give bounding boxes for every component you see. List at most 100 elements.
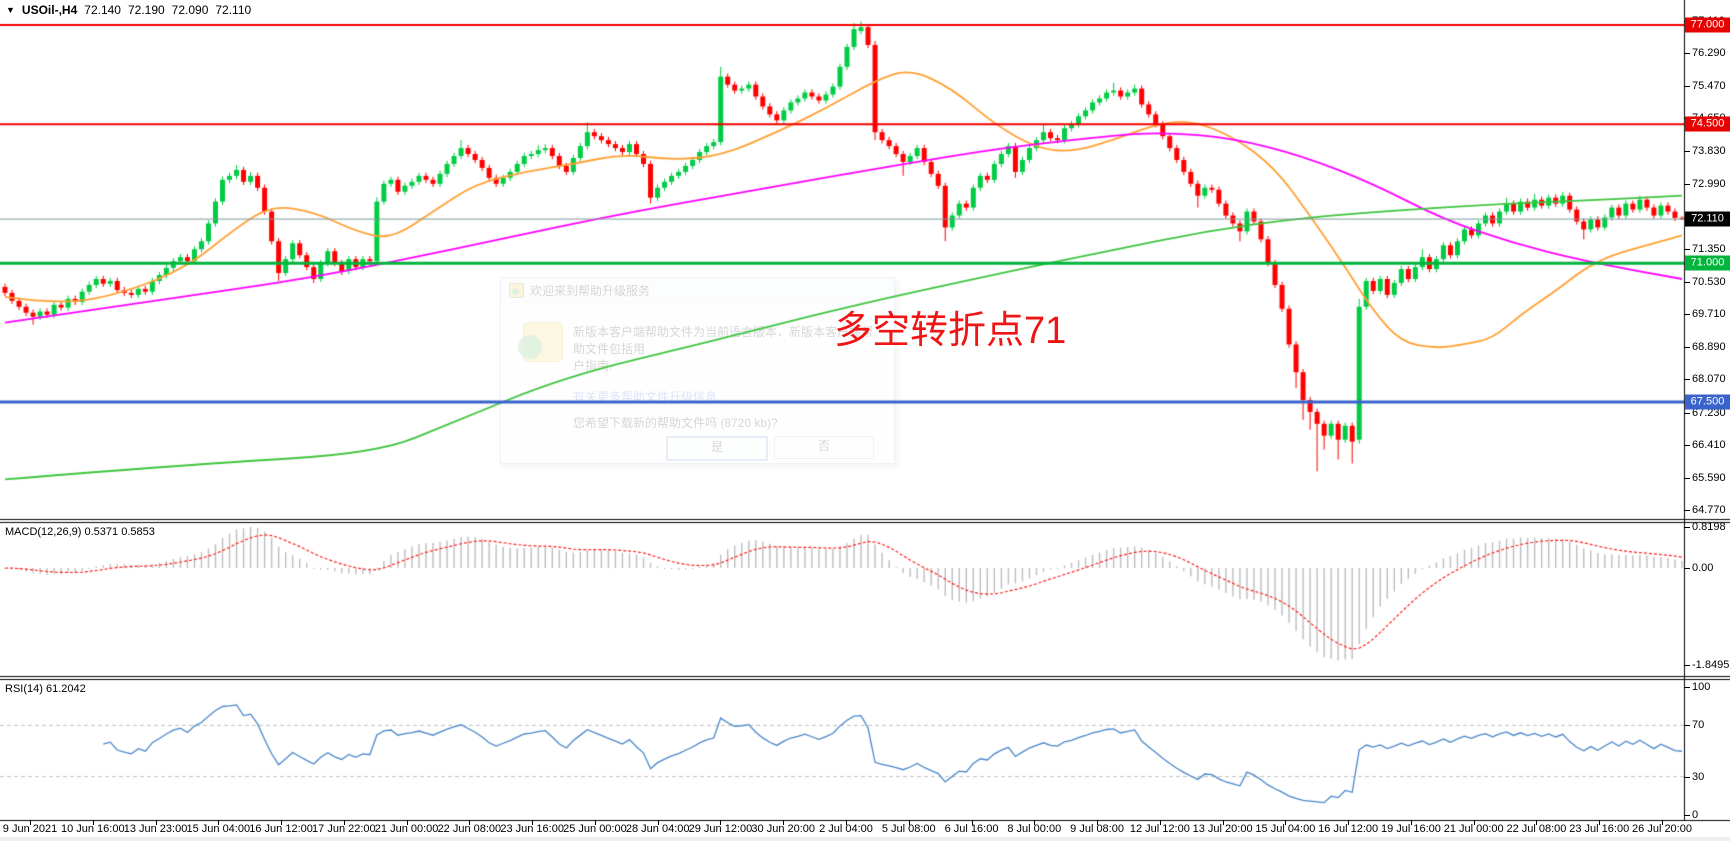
time-axis-label: 21 Jun 00:00: [374, 823, 439, 835]
time-axis-label: 17 Jun 22:00: [312, 823, 376, 835]
price-tick-label: 65.590: [1692, 471, 1726, 484]
time-axis-label: 8 Jul 00:00: [1007, 823, 1062, 835]
time-axis-label: 16 Jul 12:00: [1318, 823, 1379, 835]
chart-header: ▼ USOil-,H4 72.140 72.190 72.090 72.110: [6, 3, 251, 17]
time-axis-tick: [218, 820, 220, 825]
window-bottom-strip: [0, 837, 1730, 841]
time-axis-label: 15 Jul 04:00: [1255, 823, 1316, 835]
price-tick-mark: [1684, 412, 1690, 414]
time-axis-tick: [469, 820, 471, 825]
time-axis-label: 10 Jun 16:00: [60, 823, 125, 835]
macd-axis-label: 0.8198: [1692, 521, 1726, 533]
macd-indicator-label: MACD(12,26,9) 0.5371 0.5853: [5, 526, 155, 538]
price-tick-mark: [1684, 150, 1690, 152]
rsi-axis-label: 0: [1692, 809, 1699, 821]
time-axis-tick: [155, 820, 157, 825]
rsi-axis-label: 30: [1692, 770, 1705, 783]
macd-axis-tick: [1684, 665, 1690, 667]
time-axis-tick: [783, 820, 785, 825]
price-tick-mark: [1684, 510, 1690, 512]
time-axis-label: 22 Jun 08:00: [437, 823, 502, 835]
time-axis-label: 13 Jul 20:00: [1192, 823, 1253, 835]
price-tick-label: 68.070: [1692, 373, 1726, 386]
time-axis-tick: [343, 820, 345, 825]
rsi-indicator-label: RSI(14) 61.2042: [5, 683, 86, 695]
rsi-axis-tick: [1684, 815, 1690, 816]
time-axis-tick: [908, 820, 910, 825]
macd-axis-label: -1.8495: [1692, 659, 1730, 672]
price-line-badge: 71.000: [1685, 255, 1730, 271]
time-axis-tick: [406, 820, 408, 825]
time-axis-label: 29 Jun 12:00: [688, 823, 753, 835]
symbol-dropdown-icon: ▼: [6, 5, 15, 15]
price-tick-label: 73.830: [1692, 144, 1726, 157]
price-line-badge: 67.500: [1685, 394, 1730, 410]
rsi-axis-label: 100: [1692, 681, 1711, 693]
time-axis-label: 25 Jun 00:00: [563, 823, 627, 835]
price-tick-label: 67.230: [1692, 406, 1726, 419]
time-axis-label: 23 Jun 16:00: [500, 823, 564, 835]
close-value: 72.110: [215, 3, 252, 17]
time-axis-tick: [532, 820, 534, 825]
time-axis-label: 15 Jun 04:00: [186, 823, 251, 835]
price-tick-mark: [1684, 249, 1690, 251]
chart-annotation-text: 多空转折点71: [834, 310, 1067, 352]
price-tick-mark: [1684, 281, 1690, 283]
time-axis-tick: [1159, 820, 1161, 825]
price-tick-mark: [1684, 445, 1690, 447]
time-axis-tick: [1410, 820, 1412, 825]
rsi-axis-tick: [1684, 776, 1690, 778]
symbol-period-label: USOil-,H4: [21, 3, 78, 17]
time-axis-label: 6 Jul 16:00: [944, 823, 999, 835]
price-tick-label: 72.990: [1692, 178, 1726, 191]
time-axis-label: 2 Jul 04:00: [819, 823, 873, 835]
time-axis-label: 9 Jun 2021: [2, 823, 58, 835]
time-axis-label: 23 Jul 16:00: [1569, 823, 1630, 835]
time-axis-label: 22 Jul 08:00: [1506, 823, 1567, 835]
price-tick-label: 66.410: [1692, 439, 1726, 452]
time-axis-label: 30 Jun 20:00: [751, 823, 816, 835]
price-tick-label: 70.530: [1692, 275, 1726, 288]
time-axis-tick: [971, 820, 973, 825]
time-axis-label: 12 Jul 12:00: [1129, 823, 1190, 835]
price-tick-label: 69.710: [1692, 308, 1726, 321]
time-axis-tick: [720, 820, 722, 825]
time-axis-tick: [92, 820, 94, 825]
time-axis-tick: [846, 820, 847, 825]
rsi-axis-label: 70: [1692, 719, 1705, 732]
time-axis-label: 13 Jun 23:00: [123, 823, 188, 835]
price-line-badge: 72.110: [1685, 211, 1730, 227]
low-value: 72.090: [171, 3, 209, 17]
rsi-axis-tick: [1684, 725, 1690, 727]
time-axis-label: 16 Jun 12:00: [249, 823, 313, 835]
time-axis-tick: [657, 820, 659, 825]
price-tick-mark: [1684, 184, 1690, 186]
time-axis-tick: [1222, 820, 1224, 825]
price-tick-mark: [1684, 85, 1690, 87]
time-axis-label: 28 Jun 04:00: [625, 823, 690, 835]
time-axis-label: 9 Jul 08:00: [1070, 823, 1124, 835]
price-tick-mark: [1684, 346, 1690, 348]
price-tick-mark: [1684, 53, 1690, 55]
open-value: 72.140: [84, 3, 121, 17]
price-tick-label: 68.890: [1692, 340, 1726, 353]
time-axis-tick: [1473, 820, 1475, 825]
high-value: 72.190: [127, 3, 165, 17]
time-axis-tick: [1097, 820, 1099, 825]
time-axis-tick: [281, 820, 283, 825]
price-tick-label: 76.290: [1692, 47, 1726, 60]
price-tick-label: 71.350: [1692, 243, 1726, 256]
time-axis-tick: [1536, 820, 1538, 825]
time-axis-tick: [30, 820, 31, 825]
time-axis-tick: [1348, 820, 1350, 825]
rsi-axis-tick: [1684, 687, 1690, 688]
time-axis-tick: [1599, 820, 1601, 825]
price-tick-mark: [1684, 314, 1690, 316]
price-line-badge: 77.000: [1685, 17, 1730, 33]
price-tick-mark: [1684, 379, 1690, 381]
time-axis-tick: [594, 820, 596, 825]
time-axis-tick: [1662, 820, 1663, 825]
price-tick-label: 75.470: [1692, 79, 1726, 92]
